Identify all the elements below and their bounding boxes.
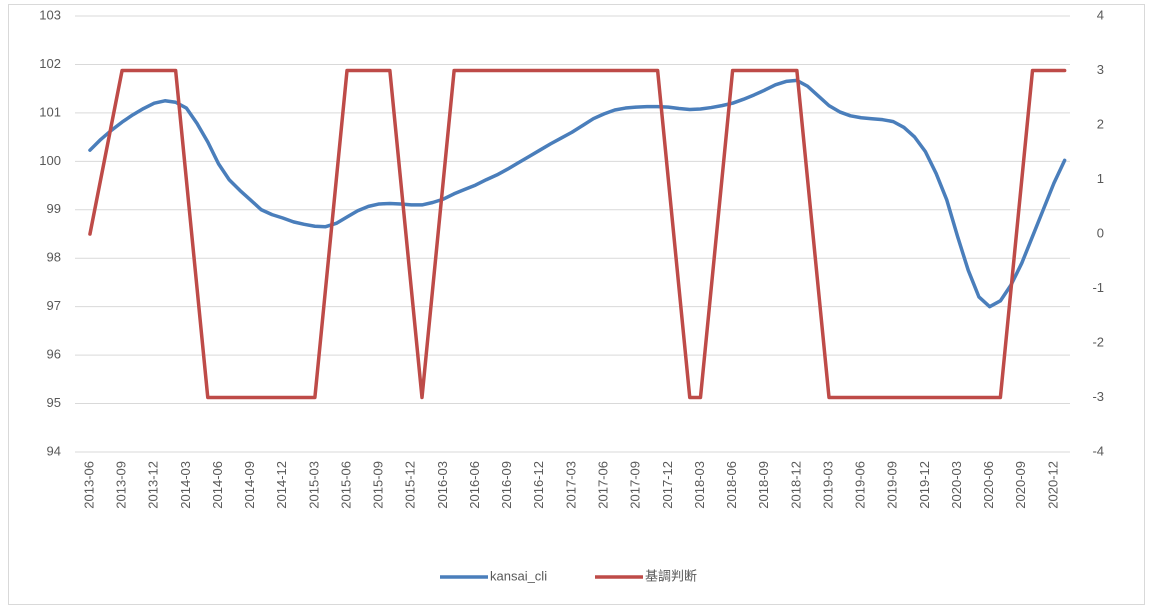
x-tick-label: 2020-06 [981, 461, 996, 509]
x-tick-label: 2019-06 [853, 461, 868, 509]
x-tick-label: 2016-09 [499, 461, 514, 509]
x-tick-label: 2019-09 [885, 461, 900, 509]
x-tick-label: 2018-09 [756, 461, 771, 509]
x-tick-label: 2019-12 [917, 461, 932, 509]
x-tick-label: 2013-06 [81, 461, 96, 509]
y-tick-label: 100 [39, 153, 61, 168]
x-tick-label: 2014-06 [210, 461, 225, 509]
legend-label: kansai_cli [490, 568, 547, 583]
y-tick-label: 102 [39, 56, 61, 71]
x-tick-label: 2020-09 [1013, 461, 1028, 509]
x-tick-label: 2016-12 [531, 461, 546, 509]
x-tick-label: 2018-12 [788, 461, 803, 509]
y2-tick-label: 1 [1097, 171, 1104, 186]
y2-tick-label: 0 [1097, 225, 1104, 240]
grid [75, 15, 1070, 453]
y2-tick-label: -4 [1092, 443, 1104, 458]
x-tick-label: 2015-06 [338, 461, 353, 509]
y2-tick-label: 2 [1097, 116, 1104, 131]
y2-tick-label: -3 [1092, 389, 1104, 404]
labels: 94 95 96 97 98 99 100 101 102 103 -4 -3 -2 -1 0 1 2 3 4 201… [39, 7, 1104, 583]
y-tick-label: 94 [47, 443, 61, 458]
x-tick-label: 2015-03 [306, 461, 321, 509]
x-tick-label: 2014-03 [178, 461, 193, 509]
series-line [88, 78, 1067, 309]
x-tick-label: 2020-03 [949, 461, 964, 509]
y-tick-label: 101 [39, 104, 61, 119]
x-tick-label: 2015-09 [371, 461, 386, 509]
x-tick-label: 2017-06 [596, 461, 611, 509]
y-tick-label: 99 [47, 201, 61, 216]
y2-tick-label: -1 [1092, 280, 1104, 295]
y-tick-label: 96 [47, 347, 61, 362]
x-tick-label: 2020-12 [1045, 461, 1060, 509]
x-tick-label: 2015-12 [403, 461, 418, 509]
x-tick-label: 2014-09 [242, 461, 257, 509]
x-tick-label: 2013-12 [146, 461, 161, 509]
y-tick-label: 98 [47, 250, 61, 265]
x-tick-label: 2017-09 [628, 461, 643, 509]
y2-tick-label: -2 [1092, 334, 1104, 349]
plot [88, 68, 1067, 400]
y-tick-label: 103 [39, 7, 61, 22]
x-tick-label: 2017-03 [563, 461, 578, 509]
x-tick-label: 2018-06 [724, 461, 739, 509]
x-tick-label: 2013-09 [114, 461, 129, 509]
x-tick-label: 2014-12 [274, 461, 289, 509]
y2-tick-label: 4 [1097, 7, 1104, 22]
x-tick-label: 2016-03 [435, 461, 450, 509]
x-tick-label: 2019-03 [820, 461, 835, 509]
x-tick-label: 2016-06 [467, 461, 482, 509]
y2-tick-label: 3 [1097, 62, 1104, 77]
y-tick-label: 95 [47, 395, 61, 410]
y-tick-label: 97 [47, 298, 61, 313]
x-tick-label: 2017-12 [660, 461, 675, 509]
legend-label: 基調判断 [645, 568, 697, 583]
x-tick-label: 2018-03 [692, 461, 707, 509]
series-line [88, 68, 1067, 400]
